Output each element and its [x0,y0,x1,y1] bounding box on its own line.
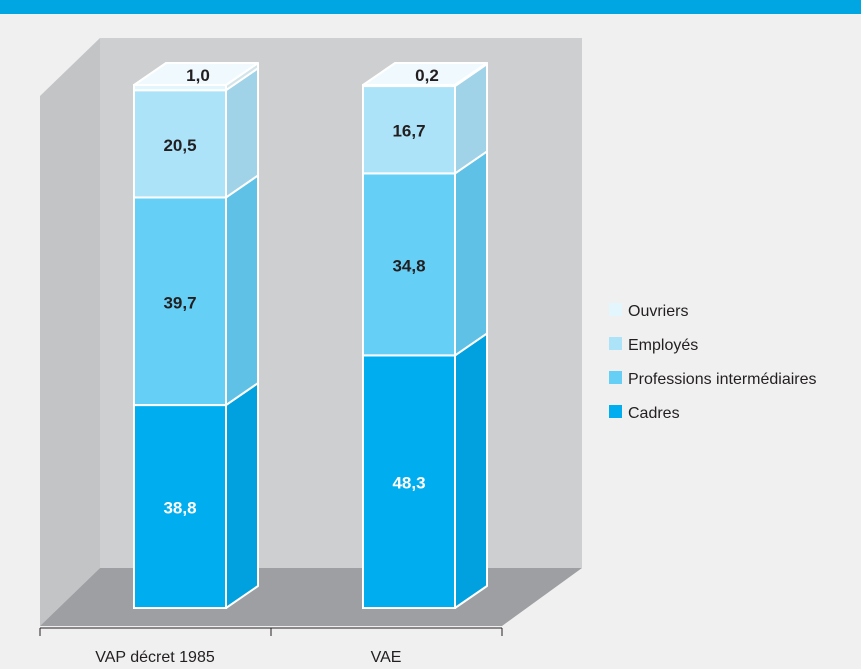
bar-stack-vae: 48,3 34,8 16,7 0,2 [362,62,488,609]
bar-stack-vap-d-cret-1985: 38,8 39,7 20,5 1,0 [133,62,259,609]
bar-segment-employ-s [133,89,227,199]
bar-side-professions-interm-diaires [454,150,488,357]
legend-label: Cadres [628,405,680,422]
legend-item-ouvriers: Ouvriers [609,303,688,320]
x-tick-label: VAP décret 1985 [95,649,215,666]
data-label-employ-s: 20,5 [163,136,196,155]
chart-backdrop [40,38,582,626]
bar-segment-cadres [362,354,456,609]
legend-item-professions-interm-diaires: Professions intermédiaires [609,371,817,388]
legend-swatch [609,371,622,384]
chart-floor [40,568,582,626]
legend-swatch [609,337,622,350]
data-label-ouvriers: 0,2 [415,66,439,85]
legend-label: Ouvriers [628,303,688,320]
legend-swatch [609,405,622,418]
bar-side-professions-interm-diaires [225,174,259,407]
bar-segment-cadres [133,404,227,609]
data-label-employ-s: 16,7 [392,122,425,141]
data-label-cadres: 38,8 [163,499,196,518]
data-label-professions-interm-diaires: 39,7 [163,293,196,312]
legend-item-employ-s: Employés [609,337,698,354]
side-wall [40,38,100,626]
legend: Ouvriers Employés Professions intermédiair… [609,303,817,422]
bar-side-cadres [225,382,259,609]
bar-top-ouvriers [133,62,259,86]
bar-side-cadres [454,332,488,609]
top-rule [0,0,861,14]
bar-segment-professions-interm-diaires [133,196,227,407]
bar-top-ouvriers [362,62,488,86]
data-label-cadres: 48,3 [392,474,425,493]
legend-item-cadres: Cadres [609,405,680,422]
x-tick-label: VAE [371,649,402,666]
bar-group: 38,8 39,7 20,5 1,0 48,3 34,8 16,7 0,2 [133,62,488,609]
data-label-professions-interm-diaires: 34,8 [392,256,425,275]
legend-swatch [609,303,622,316]
legend-label: Professions intermédiaires [628,371,817,388]
x-axis: VAP décret 1985 VAE [39,627,503,666]
data-label-ouvriers: 1,0 [186,66,210,85]
legend-label: Employés [628,337,698,354]
